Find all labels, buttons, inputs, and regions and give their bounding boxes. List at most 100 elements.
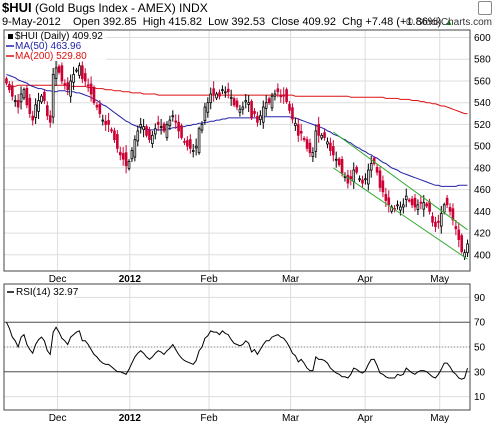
- candle-body: [116, 134, 119, 149]
- candle-body: [326, 141, 329, 145]
- candle-body: [454, 226, 458, 230]
- candle-body: [229, 96, 233, 99]
- ohlc-line: 9-May-2012 Open 392.85 High 415.82 Low 3…: [2, 16, 453, 28]
- candle-body: [364, 178, 367, 181]
- rsi-y-tick-label: 90: [474, 293, 486, 304]
- candle-body: [162, 123, 166, 132]
- candle-body: [407, 199, 411, 202]
- candle-body: [250, 100, 253, 119]
- candle-body: [22, 89, 26, 99]
- rsi-grid: Dec 2012 Feb Mar Apr May 10 30 50 70 90: [4, 284, 486, 424]
- price-legend-main: $HUI (Daily) 409.92: [15, 31, 103, 42]
- candle-body: [127, 160, 131, 169]
- candle-body: [442, 204, 446, 213]
- candle-body: [121, 153, 125, 160]
- rsi-y-tick-label: 50: [474, 343, 486, 354]
- candle-body: [83, 73, 87, 82]
- candle-body: [66, 82, 70, 91]
- candle-body: [78, 65, 81, 76]
- candle-body: [130, 150, 134, 160]
- candle-body: [40, 95, 43, 103]
- candle-body: [107, 120, 110, 125]
- candle-body: [460, 235, 464, 252]
- candle-body: [323, 132, 326, 138]
- rsi-panel-frame: [3, 283, 471, 411]
- change-value: +7.48 (+1.86%): [365, 16, 442, 28]
- change-label: Chg: [342, 16, 363, 28]
- candle-body: [37, 100, 40, 112]
- candle-body: [8, 84, 11, 91]
- candle-body: [305, 139, 309, 149]
- price-x-tick-label: Dec: [49, 274, 67, 285]
- candle-body: [57, 66, 61, 73]
- candle-body: [183, 140, 186, 143]
- rsi-legend-bg: [5, 285, 75, 298]
- candle-body: [89, 83, 93, 95]
- rsi-x-tick-label: Apr: [357, 413, 373, 424]
- candle-body: [19, 93, 23, 103]
- candle-body: [226, 88, 230, 93]
- candle-body: [241, 106, 245, 110]
- title-line: $HUI (Gold Bugs Index - AMEX) INDX: [2, 0, 208, 15]
- candle-body: [189, 139, 192, 149]
- candle-body: [288, 103, 291, 111]
- candle-body: [369, 163, 373, 171]
- candle-body: [337, 158, 341, 166]
- candle-body: [218, 92, 221, 97]
- candle-body: [69, 80, 72, 97]
- price-y-tick-label: 580: [474, 55, 491, 66]
- rsi-line: [6, 321, 468, 380]
- candle-body: [235, 100, 239, 108]
- candle-body: [174, 120, 178, 123]
- candle-body: [46, 105, 49, 117]
- candle-body: [439, 213, 443, 227]
- candle-body: [431, 216, 434, 223]
- candle-body: [28, 97, 32, 114]
- candle-body: [148, 129, 151, 141]
- candle-body: [238, 108, 242, 113]
- candle-body: [191, 150, 195, 152]
- candle-body: [320, 134, 323, 139]
- channel-upper-line: [333, 131, 468, 231]
- rsi-x-tick-label: 2012: [119, 413, 142, 424]
- candle-body: [13, 100, 17, 102]
- candle-body: [410, 198, 414, 206]
- candle-body: [224, 91, 227, 94]
- candle-body: [159, 126, 163, 128]
- candle-body: [355, 167, 358, 173]
- candle-body: [133, 139, 137, 158]
- candle-body: [451, 208, 455, 221]
- candle-body: [448, 207, 452, 212]
- candle-body: [367, 169, 370, 185]
- rsi-y-tick-label: 30: [474, 367, 486, 378]
- price-y-tick-label: 560: [474, 76, 491, 87]
- candle-body: [209, 93, 213, 104]
- close-label: Close: [271, 16, 300, 28]
- candle-body: [425, 203, 428, 207]
- stockcharts-logo-icon: [478, 1, 492, 15]
- price-x-tick-label: May: [430, 274, 449, 285]
- candle-body: [285, 89, 288, 103]
- candle-body: [10, 85, 14, 97]
- candle-body: [346, 174, 350, 184]
- candle-body: [343, 176, 347, 178]
- candle-body: [124, 152, 128, 167]
- candle-body: [291, 107, 294, 120]
- candle-body: [296, 124, 300, 136]
- price-y-tick-label: 500: [474, 142, 491, 153]
- candle-body: [48, 115, 52, 123]
- candle-body: [95, 104, 99, 108]
- ma200-line: [6, 84, 468, 115]
- candle-body: [317, 124, 321, 136]
- candle-body: [186, 140, 189, 147]
- candle-body: [378, 170, 382, 188]
- candle-body: [139, 124, 143, 128]
- candle-body: [422, 202, 426, 210]
- candle-body: [340, 159, 344, 174]
- candle-body: [247, 102, 250, 105]
- candle-body: [197, 128, 201, 154]
- candle-body: [86, 84, 90, 87]
- up-arrow-icon: ▲: [444, 17, 454, 27]
- candle-body: [206, 102, 210, 113]
